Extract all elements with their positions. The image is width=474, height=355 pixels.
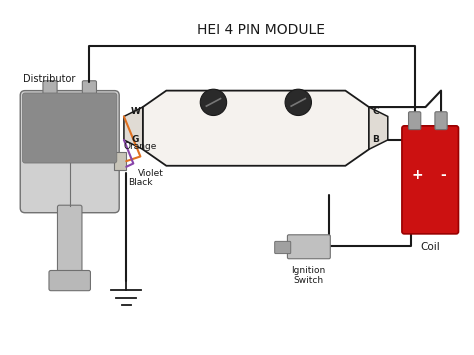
Text: G: G	[132, 135, 139, 144]
Text: Violet: Violet	[138, 169, 164, 178]
FancyBboxPatch shape	[409, 112, 421, 130]
Text: C: C	[373, 107, 379, 116]
FancyBboxPatch shape	[82, 81, 97, 97]
Polygon shape	[143, 91, 369, 166]
Text: +: +	[411, 168, 423, 182]
Polygon shape	[369, 107, 388, 149]
FancyBboxPatch shape	[435, 112, 447, 130]
FancyBboxPatch shape	[49, 271, 91, 291]
Text: Coil: Coil	[420, 242, 440, 252]
Text: -: -	[440, 168, 446, 182]
FancyBboxPatch shape	[23, 93, 117, 163]
Text: Ignition
Switch: Ignition Switch	[292, 266, 326, 285]
Text: B: B	[373, 135, 380, 144]
Text: W: W	[131, 107, 141, 116]
FancyBboxPatch shape	[57, 205, 82, 275]
Text: Distributor: Distributor	[23, 73, 75, 83]
FancyBboxPatch shape	[402, 126, 458, 234]
FancyBboxPatch shape	[20, 91, 119, 213]
FancyBboxPatch shape	[43, 81, 57, 97]
Text: Black: Black	[128, 178, 153, 187]
Circle shape	[200, 89, 227, 115]
Text: Orange: Orange	[124, 142, 157, 151]
FancyBboxPatch shape	[275, 241, 291, 253]
FancyBboxPatch shape	[115, 152, 126, 170]
Polygon shape	[124, 107, 143, 149]
Circle shape	[285, 89, 311, 115]
Text: HEI 4 PIN MODULE: HEI 4 PIN MODULE	[197, 23, 325, 37]
FancyBboxPatch shape	[287, 235, 330, 259]
